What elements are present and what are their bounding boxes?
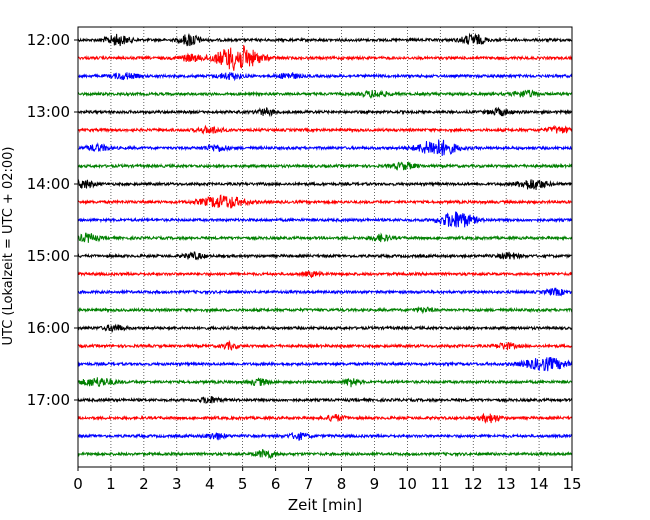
- trace-1345: [77, 161, 573, 171]
- x-tick-label: 10: [398, 475, 417, 493]
- trace-1215: [77, 44, 573, 71]
- trace-1715: [77, 412, 573, 424]
- x-tick-label: 8: [337, 475, 347, 493]
- trace-1415: [77, 194, 573, 209]
- x-axis-label: Zeit [min]: [288, 496, 362, 514]
- trace-1330: [77, 139, 573, 156]
- x-tick-label: 2: [139, 475, 149, 493]
- trace-1615: [77, 339, 573, 351]
- x-tick-label: 6: [271, 475, 281, 493]
- trace-1630: [77, 356, 573, 372]
- y-axis-ticks: 12:00 13:00 14:00 15:00 16:00 17:00: [27, 31, 78, 409]
- trace-1445: [77, 232, 573, 243]
- trace-1700: [77, 396, 573, 405]
- trace-1300: [77, 106, 573, 118]
- y-tick-label: 15:00: [27, 247, 70, 265]
- trace-1515: [77, 270, 573, 279]
- trace-1645: [77, 377, 573, 388]
- x-tick-label: 5: [238, 475, 248, 493]
- y-tick-label: 12:00: [27, 31, 70, 49]
- trace-1315: [77, 124, 573, 135]
- y-tick-label: 17:00: [27, 391, 70, 409]
- y-tick-label: 16:00: [27, 319, 70, 337]
- trace-1730: [77, 432, 573, 441]
- trace-1530: [77, 287, 573, 297]
- y-tick-label: 14:00: [27, 175, 70, 193]
- x-tick-label: 13: [497, 475, 516, 493]
- trace-1230: [77, 72, 573, 82]
- trace-1600: [77, 323, 573, 334]
- trace-1745: [77, 448, 573, 460]
- x-tick-label: 4: [205, 475, 215, 493]
- x-tick-label: 3: [172, 475, 182, 493]
- trace-1245: [77, 89, 573, 99]
- x-tick-label: 12: [464, 475, 483, 493]
- y-axis-label: UTC (Lokalzeit = UTC + 02:00): [1, 147, 16, 346]
- x-tick-label: 0: [73, 475, 83, 493]
- x-tick-label: 14: [530, 475, 549, 493]
- plot-frame: [77, 26, 573, 468]
- grid-lines: [110, 27, 540, 467]
- trace-1400: [77, 179, 573, 190]
- trace-1430: [77, 211, 573, 228]
- x-tick-label: 7: [304, 475, 314, 493]
- x-tick-label: 15: [562, 475, 581, 493]
- y-tick-label: 13:00: [27, 103, 70, 121]
- x-tick-label: 11: [431, 475, 450, 493]
- trace-1545: [77, 305, 573, 315]
- trace-1500: [77, 251, 573, 261]
- x-tick-label: 1: [106, 475, 116, 493]
- trace-1200: [77, 32, 573, 47]
- traces: [77, 32, 573, 460]
- x-axis-ticks: 0 1 2 3 4 5 6 7 8 9 10 11 12 13 14 15: [73, 467, 582, 493]
- x-tick-label: 9: [370, 475, 380, 493]
